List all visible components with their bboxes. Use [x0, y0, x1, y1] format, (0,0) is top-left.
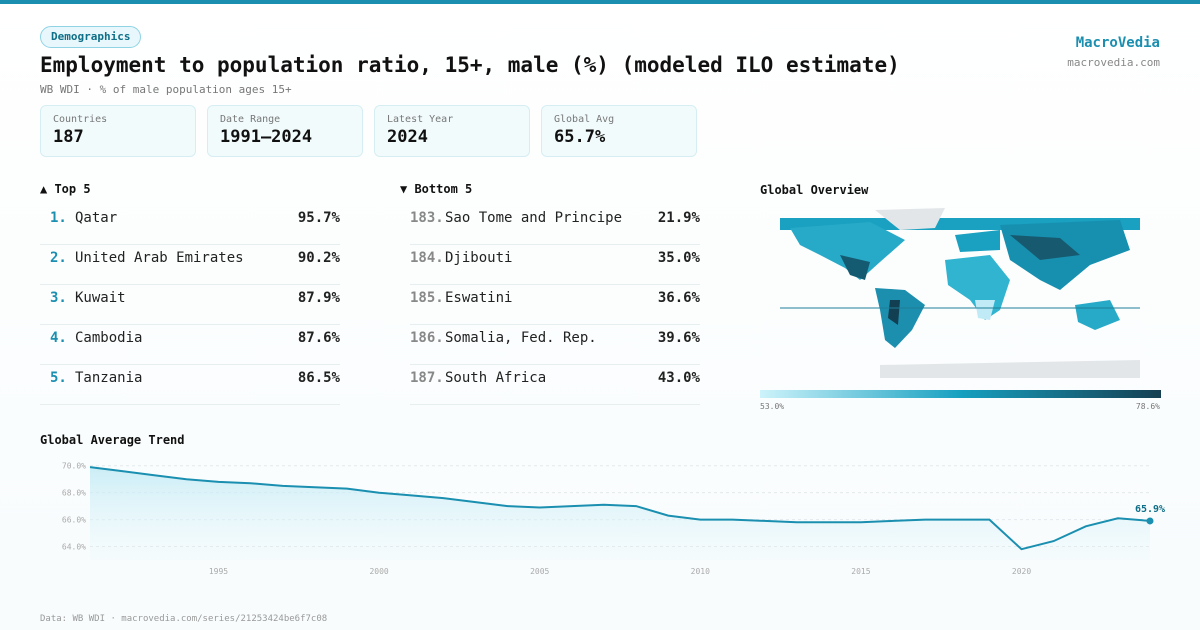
y-tick-label: 64.0%: [62, 543, 86, 552]
rank: 187.: [410, 370, 444, 386]
country-name: South Africa: [445, 370, 547, 386]
map-land: [955, 230, 1000, 252]
rank: 5.: [50, 370, 67, 386]
rank: 3.: [50, 290, 67, 306]
area: [90, 467, 1150, 560]
bottom-title: ▼ Bottom 5: [400, 182, 473, 196]
x-tick-label: 2010: [691, 567, 710, 576]
rank: 4.: [50, 330, 67, 346]
rank: 2.: [50, 250, 67, 266]
trend-line: [89, 466, 1151, 551]
stat-label: Global Avg: [554, 114, 615, 125]
map-land: [880, 360, 1140, 378]
world-map: [780, 208, 1140, 378]
map-land: [875, 288, 925, 348]
country-value: 95.7%: [297, 210, 340, 226]
brand-url[interactable]: macrovedia.com: [1067, 56, 1160, 69]
top-bar: [0, 0, 1200, 4]
rank-row: 2. United Arab Emirates 90.2%: [40, 244, 340, 285]
rank-row: 5. Tanzania 86.5%: [40, 364, 340, 405]
rank-row: 3. Kuwait 87.9%: [40, 284, 340, 325]
rank: 185.: [410, 290, 444, 306]
rank: 186.: [410, 330, 444, 346]
y-tick-label: 66.0%: [62, 516, 86, 525]
legend-scale: [760, 390, 1161, 398]
rank: 184.: [410, 250, 444, 266]
map-title: Global Overview: [760, 183, 869, 197]
stat-label: Countries: [53, 114, 108, 125]
country-name: Tanzania: [75, 370, 143, 386]
country-value: 87.9%: [297, 290, 340, 306]
country-value: 21.9%: [657, 210, 700, 226]
stat-card: Latest Year 2024: [374, 105, 530, 157]
stat-card: Date Range 1991–2024: [207, 105, 363, 157]
country-name: Djibouti: [445, 250, 513, 266]
x-tick-label: 1995: [209, 567, 228, 576]
y-tick-label: 68.0%: [62, 489, 86, 498]
rank-row: 185. Eswatini 36.6%: [410, 284, 700, 325]
chart-title: Global Average Trend: [40, 433, 185, 447]
country-name: Cambodia: [75, 330, 143, 346]
country-value: 90.2%: [297, 250, 340, 266]
country-value: 87.6%: [297, 330, 340, 346]
country-value: 43.0%: [657, 370, 700, 386]
map-land: [1010, 235, 1080, 260]
stat-card: Global Avg 65.7%: [541, 105, 697, 157]
legend-max: 78.6%: [1136, 402, 1160, 411]
country-value: 39.6%: [657, 330, 700, 346]
rank-row: 183. Sao Tome and Principe 21.9%: [410, 204, 700, 245]
map-land: [1075, 300, 1120, 330]
x-tick-label: 2020: [1012, 567, 1031, 576]
map-land: [875, 208, 945, 230]
map-land: [975, 300, 995, 320]
country-name: Kuwait: [75, 290, 126, 306]
country-value: 86.5%: [297, 370, 340, 386]
country-name: Qatar: [75, 210, 118, 226]
rank: 1.: [50, 210, 67, 226]
page-title: Employment to population ratio, 15+, mal…: [40, 53, 900, 77]
legend-min: 53.0%: [760, 402, 784, 411]
x-tick-label: 2000: [369, 567, 388, 576]
subtitle: WB WDI · % of male population ages 15+: [40, 83, 292, 96]
country-name: Somalia, Fed. Rep.: [445, 330, 597, 346]
country-value: 36.6%: [657, 290, 700, 306]
footer: Data: WB WDI · macrovedia.com/series/212…: [40, 614, 328, 624]
rank-row: 187. South Africa 43.0%: [410, 364, 700, 405]
stat-label: Latest Year: [387, 114, 454, 125]
stat-value: 187: [53, 127, 84, 147]
stat-value: 1991–2024: [220, 127, 313, 147]
x-tick-label: 2005: [530, 567, 549, 576]
country-name: Sao Tome and Principe: [445, 210, 623, 226]
end-point: [1146, 517, 1154, 525]
country-name: United Arab Emirates: [75, 250, 244, 266]
x-tick-label: 2015: [851, 567, 870, 576]
brand[interactable]: MacroVedia: [1075, 35, 1160, 51]
map-land: [790, 222, 905, 280]
map-land: [840, 255, 870, 280]
country-value: 35.0%: [657, 250, 700, 266]
rank-row: 1. Qatar 95.7%: [40, 204, 340, 245]
map-land: [888, 300, 900, 325]
rank: 183.: [410, 210, 444, 226]
stat-card: Countries 187: [40, 105, 196, 157]
category-tag[interactable]: Demographics: [40, 26, 142, 48]
stat-value: 65.7%: [554, 127, 606, 147]
rank-row: 4. Cambodia 87.6%: [40, 324, 340, 365]
top-title: ▲ Top 5: [40, 182, 91, 196]
stat-label: Date Range: [220, 114, 281, 125]
value-label: 65.9%: [1135, 504, 1165, 515]
trend-chart: 64.0% 66.0% 68.0% 70.0% 1995 2000 2005 2010 2015…: [62, 462, 1165, 576]
country-name: Eswatini: [445, 290, 513, 306]
y-tick-label: 70.0%: [62, 462, 86, 471]
rank-row: 186. Somalia, Fed. Rep. 39.6%: [410, 324, 700, 365]
stat-value: 2024: [387, 127, 428, 147]
rank-row: 184. Djibouti 35.0%: [410, 244, 700, 285]
